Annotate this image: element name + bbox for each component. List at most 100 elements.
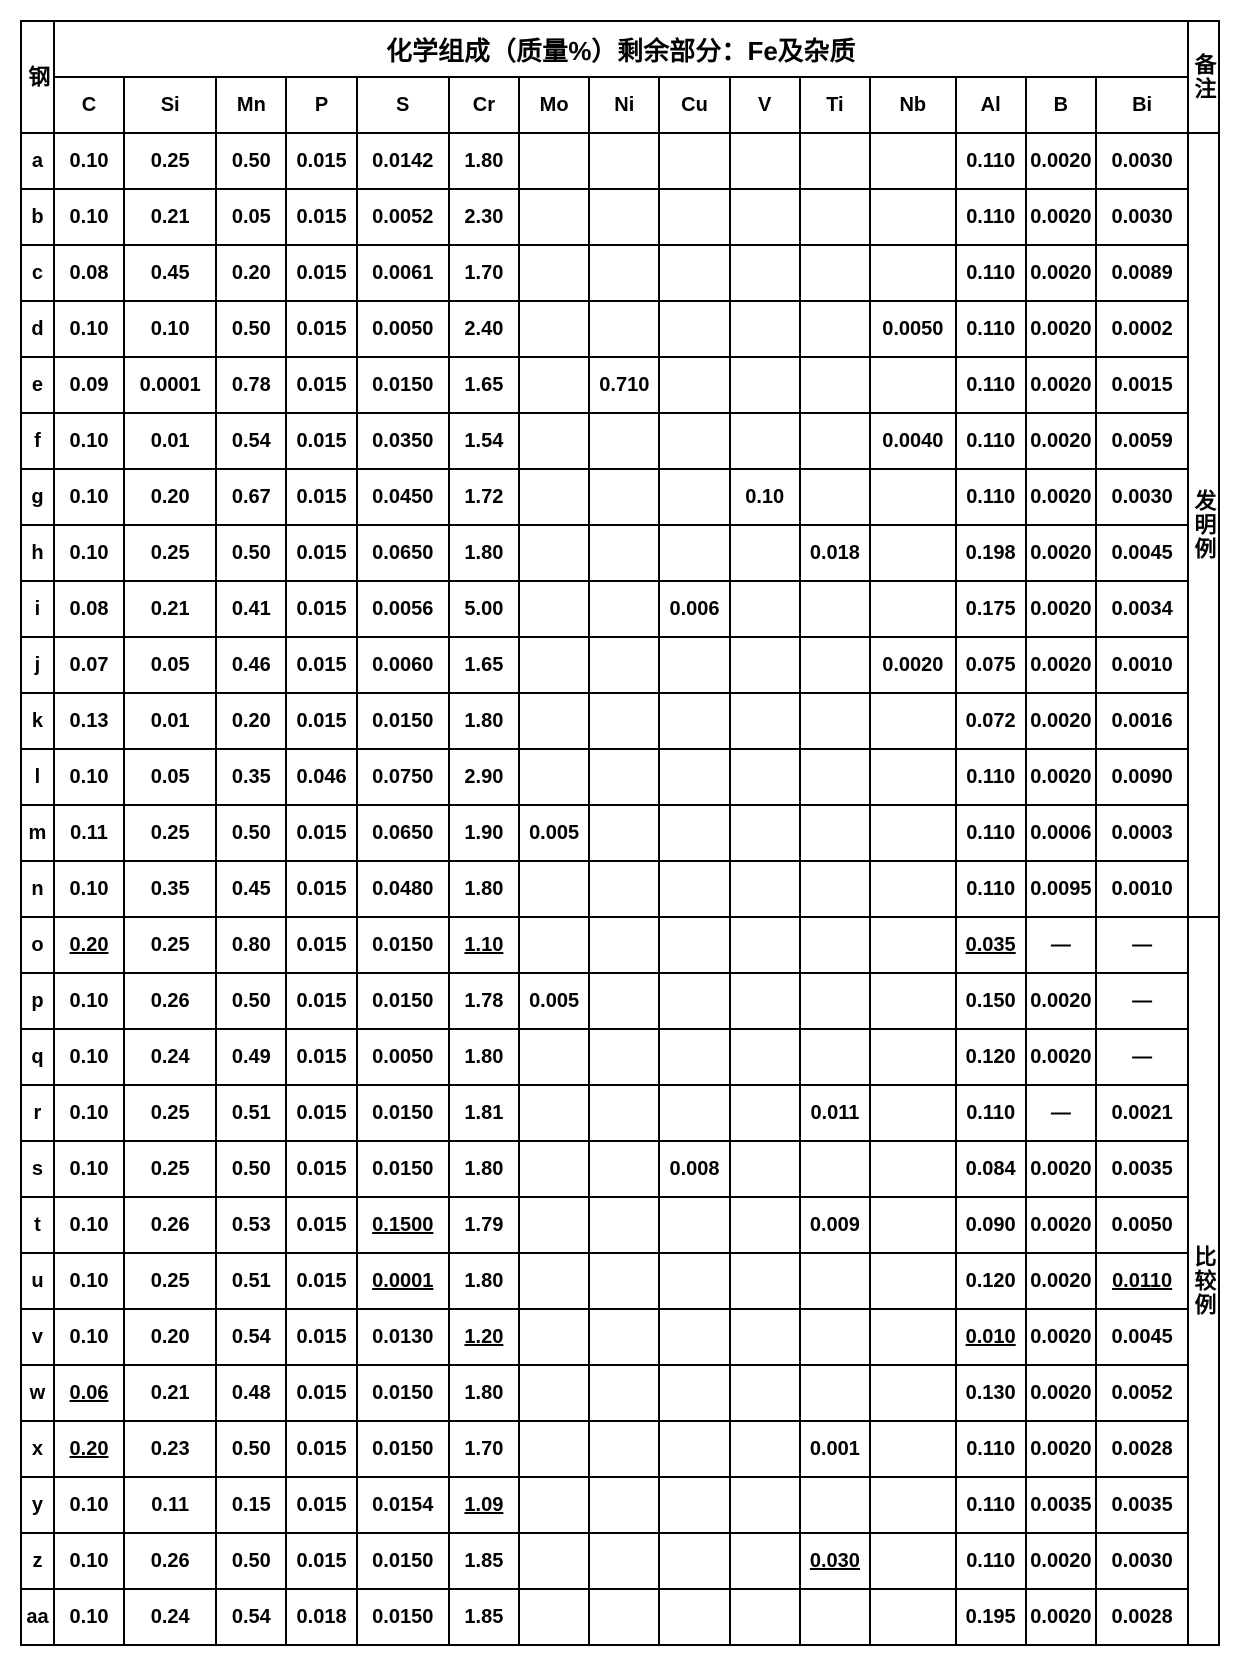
table-row: x0.200.230.500.0150.01501.700.0010.1100.… <box>21 1421 1219 1477</box>
cell <box>659 133 729 189</box>
cell: 1.81 <box>449 1085 519 1141</box>
cell: 0.030 <box>800 1533 870 1589</box>
cell <box>659 1197 729 1253</box>
cell <box>659 973 729 1029</box>
cell <box>519 189 589 245</box>
cell <box>870 133 956 189</box>
table-row: a0.100.250.500.0150.01421.800.1100.00200… <box>21 133 1219 189</box>
steel-id: t <box>21 1197 54 1253</box>
cell <box>519 1141 589 1197</box>
cell: 0.010 <box>956 1309 1026 1365</box>
cell: 0.0050 <box>357 1029 449 1085</box>
cell: 0.018 <box>286 1589 356 1645</box>
cell: 0.110 <box>956 357 1026 413</box>
cell: 0.05 <box>124 637 216 693</box>
cell: 0.21 <box>124 189 216 245</box>
col-header: Si <box>124 77 216 133</box>
cell <box>730 1365 800 1421</box>
cell: 0.10 <box>54 469 124 525</box>
cell: 0.0059 <box>1096 413 1188 469</box>
cell: 0.20 <box>216 245 286 301</box>
cell <box>870 1309 956 1365</box>
cell: 0.10 <box>54 973 124 1029</box>
cell <box>589 189 659 245</box>
cell: 0.25 <box>124 1253 216 1309</box>
cell: 0.015 <box>286 1141 356 1197</box>
cell: 0.0020 <box>1026 693 1096 749</box>
cell: — <box>1096 973 1188 1029</box>
cell <box>659 1477 729 1533</box>
cell <box>800 301 870 357</box>
cell <box>870 525 956 581</box>
cell <box>589 861 659 917</box>
cell: 0.50 <box>216 1141 286 1197</box>
cell: 0.110 <box>956 133 1026 189</box>
table-row: u0.100.250.510.0150.00011.800.1200.00200… <box>21 1253 1219 1309</box>
cell <box>589 1141 659 1197</box>
cell: 0.015 <box>286 1477 356 1533</box>
table-row: j0.070.050.460.0150.00601.650.00200.0750… <box>21 637 1219 693</box>
cell: 0.10 <box>54 749 124 805</box>
cell <box>659 1309 729 1365</box>
table-row: q0.100.240.490.0150.00501.800.1200.0020— <box>21 1029 1219 1085</box>
cell: 0.0020 <box>1026 1533 1096 1589</box>
cell: 0.05 <box>216 189 286 245</box>
cell <box>589 1029 659 1085</box>
cell: 0.13 <box>54 693 124 749</box>
cell <box>730 581 800 637</box>
cell: 0.015 <box>286 917 356 973</box>
cell: 0.50 <box>216 973 286 1029</box>
cell <box>659 525 729 581</box>
cell: 0.0142 <box>357 133 449 189</box>
cell <box>870 581 956 637</box>
cell: 0.10 <box>54 1197 124 1253</box>
cell: 0.110 <box>956 1085 1026 1141</box>
cell <box>730 245 800 301</box>
cell: 0.26 <box>124 973 216 1029</box>
cell: 0.10 <box>54 1253 124 1309</box>
cell: 0.0061 <box>357 245 449 301</box>
cell: 0.0150 <box>357 917 449 973</box>
cell: 0.41 <box>216 581 286 637</box>
cell: 0.195 <box>956 1589 1026 1645</box>
cell <box>659 245 729 301</box>
cell: 0.0050 <box>870 301 956 357</box>
table-row: m0.110.250.500.0150.06501.900.0050.1100.… <box>21 805 1219 861</box>
cell: 0.23 <box>124 1421 216 1477</box>
col-header: Cr <box>449 77 519 133</box>
cell: 0.015 <box>286 357 356 413</box>
cell <box>730 1141 800 1197</box>
steel-id: j <box>21 637 54 693</box>
cell <box>589 749 659 805</box>
group-comparison: 比较例 <box>1188 917 1219 1645</box>
cell <box>800 581 870 637</box>
cell: 0.0040 <box>870 413 956 469</box>
cell: 0.80 <box>216 917 286 973</box>
col-header: C <box>54 77 124 133</box>
cell: 0.0020 <box>1026 1253 1096 1309</box>
cell: 0.50 <box>216 525 286 581</box>
cell: 0.25 <box>124 1085 216 1141</box>
cell <box>519 1365 589 1421</box>
cell: 0.015 <box>286 1085 356 1141</box>
cell: 0.50 <box>216 805 286 861</box>
cell <box>730 749 800 805</box>
cell: 0.20 <box>124 1309 216 1365</box>
cell: 0.0089 <box>1096 245 1188 301</box>
cell: 0.05 <box>124 749 216 805</box>
cell: 0.10 <box>54 413 124 469</box>
cell: 1.80 <box>449 1365 519 1421</box>
table-row: aa0.100.240.540.0180.01501.850.1950.0020… <box>21 1589 1219 1645</box>
steel-id: o <box>21 917 54 973</box>
cell: 0.110 <box>956 469 1026 525</box>
cell: 0.10 <box>54 525 124 581</box>
cell: 0.10 <box>54 1589 124 1645</box>
cell: 0.25 <box>124 805 216 861</box>
cell: 0.075 <box>956 637 1026 693</box>
cell <box>800 917 870 973</box>
cell: 0.015 <box>286 1309 356 1365</box>
steel-id: s <box>21 1141 54 1197</box>
cell <box>519 1253 589 1309</box>
cell: 0.035 <box>956 917 1026 973</box>
cell: 1.65 <box>449 357 519 413</box>
